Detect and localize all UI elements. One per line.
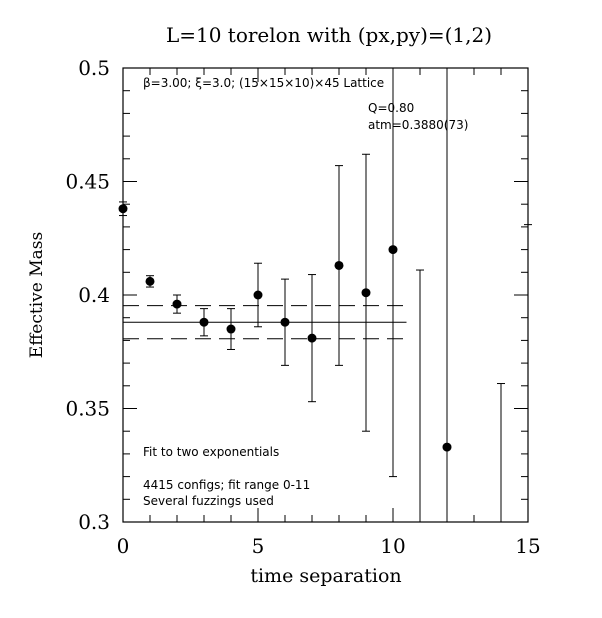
- chart-title: L=10 torelon with (px,py)=(1,2): [166, 23, 492, 47]
- y-tick-label: 0.45: [65, 170, 110, 194]
- data-point: [307, 333, 317, 343]
- x-tick-label: 0: [117, 534, 130, 558]
- data-point: [442, 442, 452, 452]
- x-tick-label: 5: [252, 534, 265, 558]
- y-tick-label: 0.35: [65, 397, 110, 421]
- data-point: [361, 288, 371, 298]
- y-axis-label: Effective Mass: [27, 232, 47, 358]
- y-tick-label: 0.5: [78, 56, 110, 80]
- x-tick-label: 15: [515, 534, 540, 558]
- fit-type-annotation: Fit to two exponentials: [143, 445, 279, 459]
- data-point: [199, 317, 209, 327]
- data-point: [280, 317, 290, 327]
- mass-annotation-text: atm=0.3880(73): [368, 118, 468, 132]
- configs-annotation: 4415 configs; fit range 0-11: [143, 478, 310, 492]
- x-axis-label: time separation: [250, 565, 401, 587]
- y-tick-label: 0.4: [78, 283, 110, 307]
- data-point: [145, 276, 155, 286]
- data-point: [118, 204, 128, 214]
- data-point: [334, 260, 344, 270]
- data-point: [172, 299, 182, 309]
- data-point: [253, 290, 263, 300]
- q-annotation: Q=0.80: [368, 101, 414, 115]
- fuzzings-annotation: Several fuzzings used: [143, 494, 274, 508]
- data-point: [226, 324, 236, 334]
- x-tick-label: 10: [380, 534, 405, 558]
- data-point: [388, 245, 398, 255]
- y-tick-label: 0.3: [78, 510, 110, 534]
- lattice-annotation: β=3.00; ξ=3.0; (15×15×10)×45 Lattice: [143, 76, 384, 90]
- mass-annotation: atm=0.3880(73): [368, 118, 468, 132]
